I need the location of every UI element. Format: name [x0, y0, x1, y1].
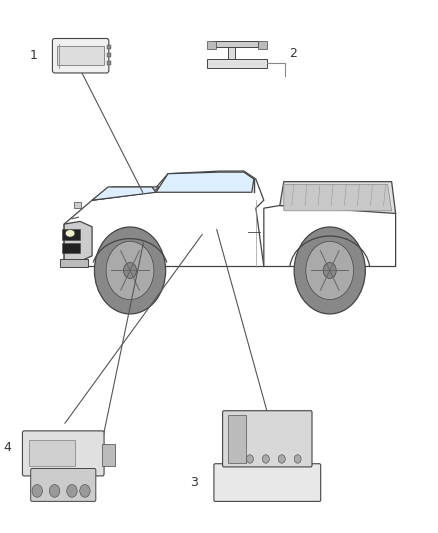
FancyBboxPatch shape — [22, 431, 104, 476]
Circle shape — [49, 484, 60, 497]
Circle shape — [262, 455, 269, 463]
Polygon shape — [280, 182, 396, 214]
Text: 2: 2 — [289, 46, 297, 60]
Polygon shape — [264, 206, 396, 266]
Polygon shape — [64, 171, 264, 266]
Bar — [28, 440, 75, 466]
Bar — [207, 59, 267, 68]
Circle shape — [80, 484, 90, 497]
Polygon shape — [92, 187, 160, 200]
Bar — [62, 229, 80, 240]
Circle shape — [294, 227, 365, 314]
FancyBboxPatch shape — [53, 38, 109, 73]
Text: 4: 4 — [3, 441, 11, 454]
Polygon shape — [284, 184, 392, 211]
Bar — [62, 243, 80, 253]
Polygon shape — [92, 187, 156, 200]
Bar — [107, 45, 111, 49]
Circle shape — [306, 241, 353, 300]
Circle shape — [67, 484, 77, 497]
Circle shape — [95, 227, 166, 314]
Bar — [228, 42, 235, 59]
FancyBboxPatch shape — [214, 464, 321, 502]
Circle shape — [32, 484, 42, 497]
Text: 3: 3 — [190, 476, 198, 489]
Bar — [57, 46, 105, 65]
Bar — [207, 42, 215, 49]
Circle shape — [294, 455, 301, 463]
Circle shape — [106, 241, 154, 300]
Circle shape — [247, 455, 254, 463]
Bar — [102, 444, 115, 466]
Circle shape — [278, 455, 285, 463]
Polygon shape — [74, 201, 81, 208]
Polygon shape — [156, 172, 254, 192]
Polygon shape — [60, 259, 88, 266]
FancyBboxPatch shape — [31, 469, 96, 502]
FancyBboxPatch shape — [223, 411, 312, 467]
Bar — [107, 53, 111, 57]
Bar — [212, 42, 258, 47]
Bar — [107, 61, 111, 65]
Bar — [258, 42, 267, 49]
Circle shape — [124, 263, 137, 278]
Ellipse shape — [65, 230, 75, 237]
Bar — [228, 415, 246, 463]
Circle shape — [323, 263, 336, 278]
Polygon shape — [64, 221, 92, 261]
Text: 1: 1 — [29, 49, 37, 62]
